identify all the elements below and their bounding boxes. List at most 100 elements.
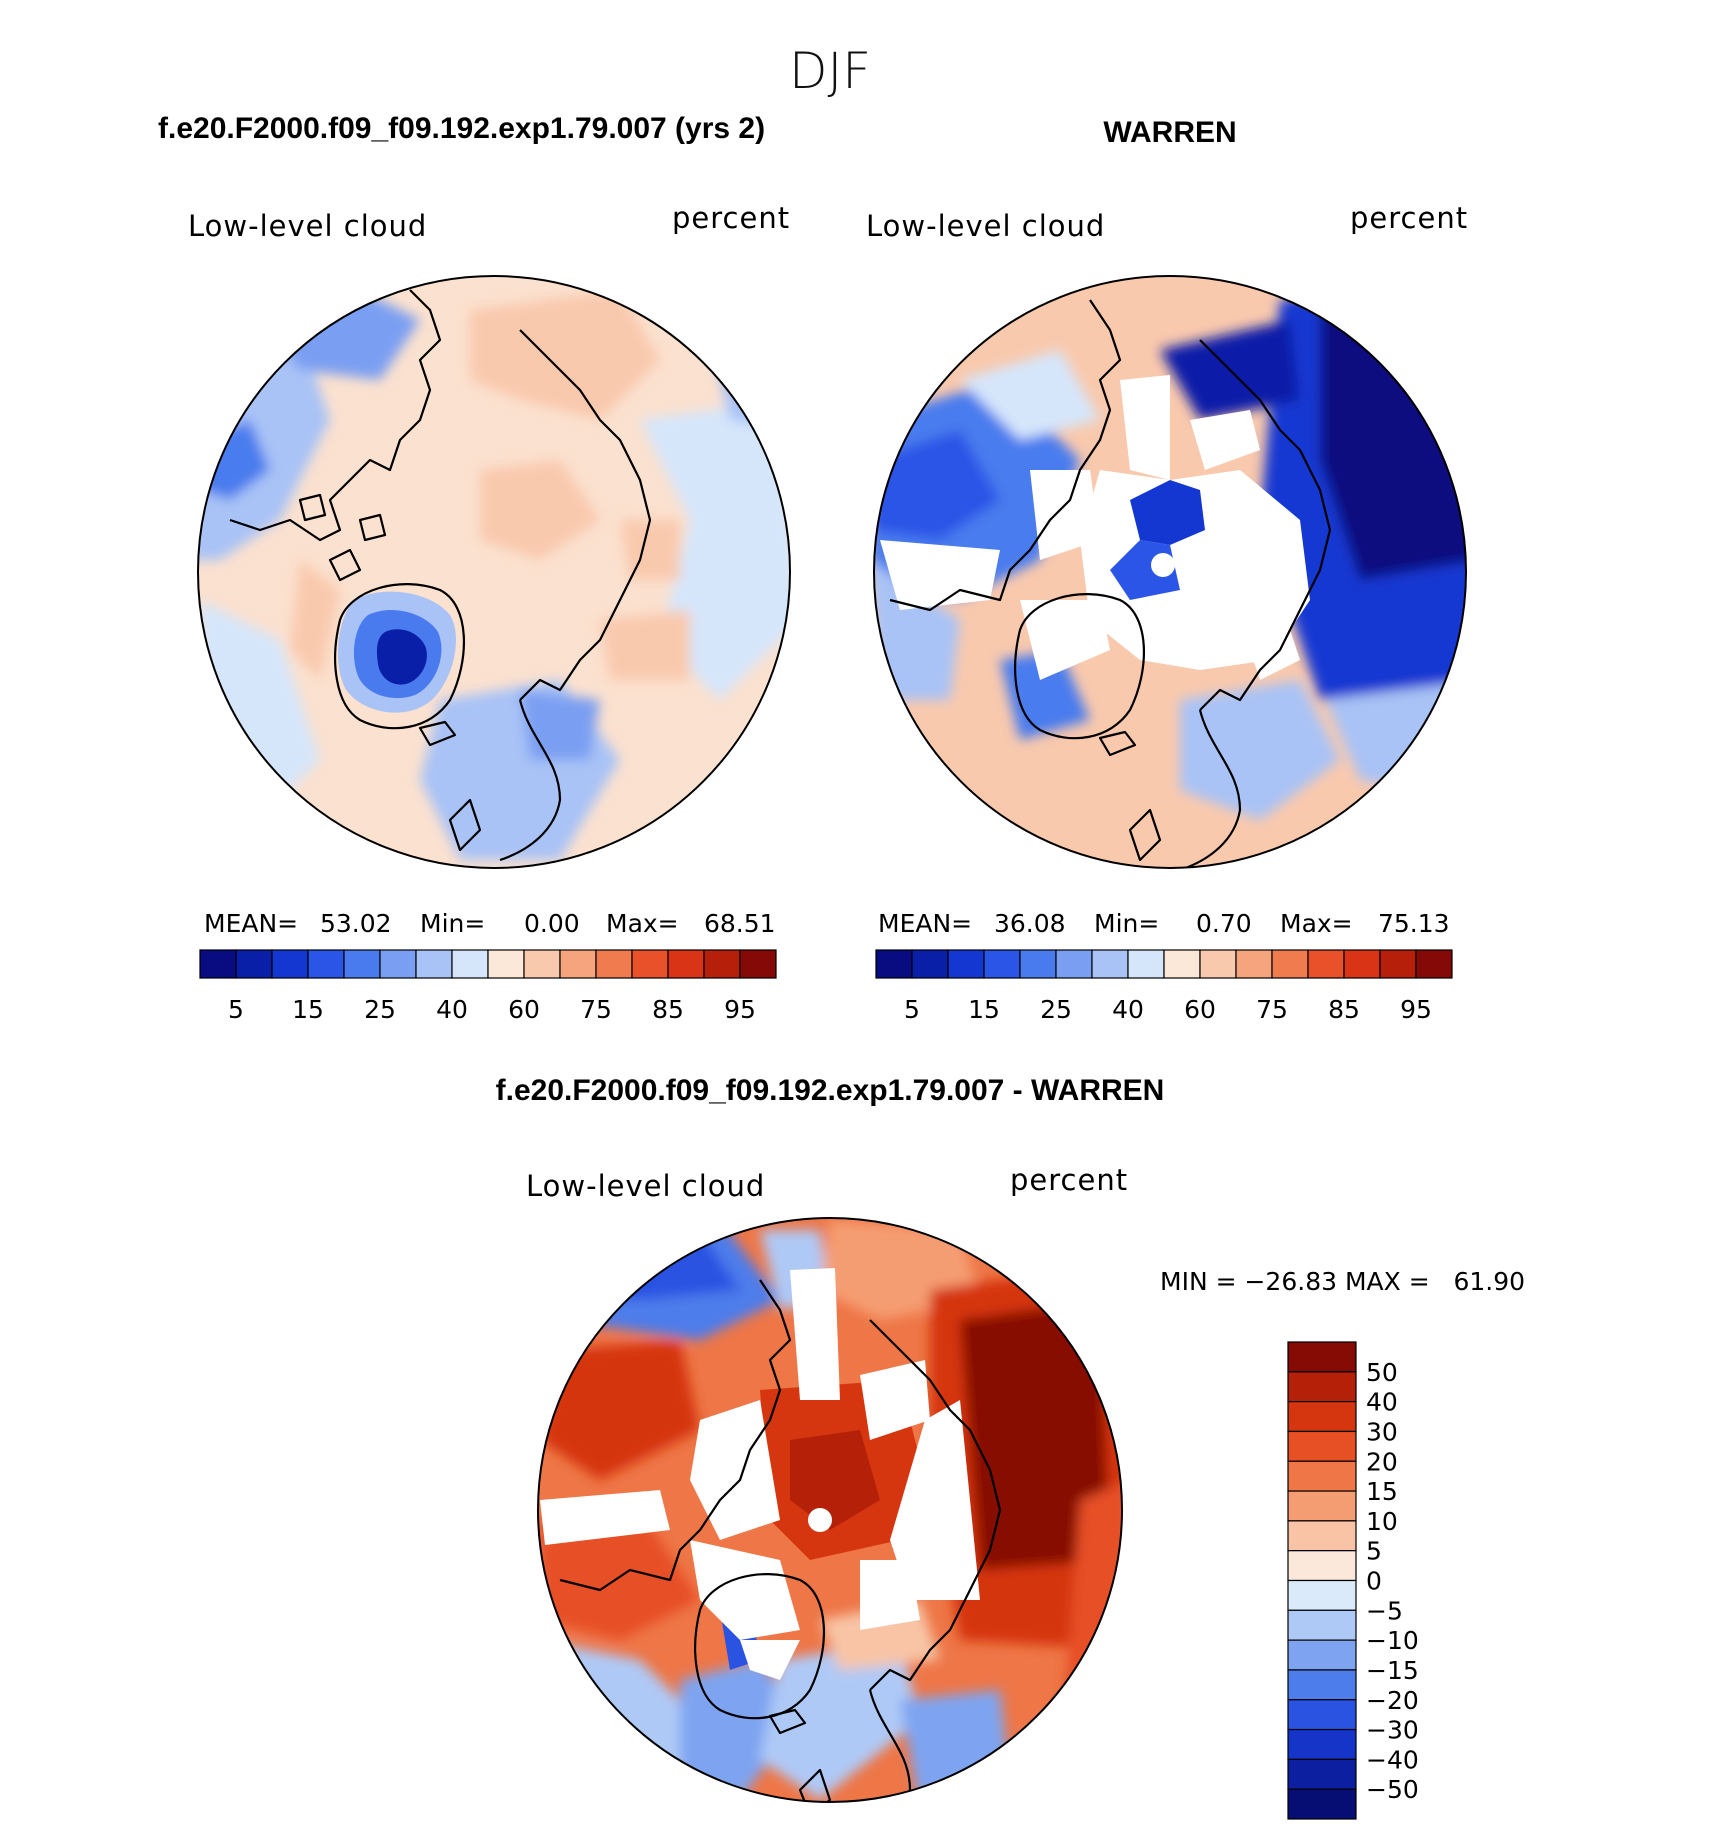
diff-colorbar-tick-label: −20 (1366, 1686, 1419, 1715)
panel-a-colorbar-swatch (415, 949, 453, 979)
diff-colorbar-tick-label: 40 (1366, 1388, 1398, 1417)
panel-a-colorbar-swatch (703, 949, 741, 979)
panel-a-coastlines (229, 289, 652, 862)
panel-b-min-value: 0.70 (1196, 909, 1252, 938)
panel-a-field-region (376, 629, 427, 685)
panel-a-colorbar-swatch (559, 949, 597, 979)
missing-wedge (1120, 375, 1170, 480)
panel-a-colorbar-swatch (199, 949, 237, 979)
diff-colorbar-tick-label: −40 (1366, 1745, 1419, 1774)
panel-b-mean-value: 36.08 (994, 909, 1066, 938)
panel-a-field-region (470, 290, 660, 420)
coastline-british-isles (798, 1768, 832, 1802)
missing-wedge (790, 1268, 840, 1400)
panel-b-colorbar-swatch (1163, 949, 1201, 979)
diff-variable-label: Low-level cloud (526, 1169, 765, 1203)
coastline-iceland (1098, 730, 1137, 757)
coastline-north-america (229, 289, 442, 542)
diff-colorbar-tick-label: 50 (1366, 1358, 1398, 1387)
diff-map (537, 1217, 1123, 1803)
panel-a-field-region (620, 520, 680, 580)
panel-b-field-region (1000, 650, 1090, 740)
panel-b-stats: MEAN= 36.08 Min= 0.70 Max= 75.13 (878, 909, 1450, 938)
panel-a-units-label: percent (672, 201, 790, 235)
coastline-arctic-islands (298, 493, 387, 582)
coastline-iceland (418, 720, 457, 747)
diff-min-max-stats: MIN = −26.83 MAX = 61.90 (1160, 1267, 1525, 1296)
diff-colorbar-tick-label: −30 (1366, 1716, 1419, 1745)
diff-colorbar-swatch (1287, 1371, 1357, 1403)
diff-missing-data (540, 1268, 980, 1680)
diff-colorbar-tick-label: −5 (1366, 1596, 1403, 1625)
panel-a-colorbar-swatch (739, 949, 777, 979)
panel-b-colorbar-swatch (983, 949, 1021, 979)
diff-field-region (900, 1690, 1010, 1802)
coastline-greenland (1014, 593, 1145, 740)
panel-a-colorbar-swatch (595, 949, 633, 979)
diff-map-border (537, 1217, 1123, 1803)
diff-colorbar-swatch (1287, 1609, 1357, 1641)
diff-colorbar-swatch (1287, 1728, 1357, 1760)
panel-b-colorbar-swatch (875, 949, 913, 979)
panel-b-field-region (1180, 680, 1340, 820)
panel-a-colorbar-swatch (667, 949, 705, 979)
panel-a-max-value: 68.51 (704, 909, 776, 938)
diff-colorbar-swatch (1287, 1341, 1357, 1373)
diff-colorbar-tick-label: −10 (1366, 1626, 1419, 1655)
panel-b-field-region (960, 350, 1100, 440)
diff-colorbar-swatch (1287, 1401, 1357, 1433)
panel-a-map-border (197, 275, 791, 869)
diff-field-region (560, 1230, 740, 1300)
panel-b-colorbar-swatch (1271, 949, 1309, 979)
coastline-north-america (889, 299, 1122, 612)
panel-a-colorbar-tick-label: 40 (436, 995, 468, 1024)
diff-colorbar-swatch (1287, 1579, 1357, 1611)
diff-field-region (540, 1510, 700, 1640)
panel-b-colorbar: 5 15 25 40 60 75 85 95 (875, 949, 1453, 1024)
panel-a-stats: MEAN= 53.02 Min= 0.00 Max= 68.51 (204, 909, 776, 938)
coastline-north-america (559, 1279, 792, 1592)
panel-b-colorbar-swatch (947, 949, 985, 979)
panel-a-title: f.e20.F2000.f09_f09.192.exp1.79.007 (yrs… (158, 112, 765, 145)
diff-colorbar-tick-label: −15 (1366, 1656, 1419, 1685)
panel-b-colorbar-swatch (1379, 949, 1417, 979)
diff-colorbar-swatch (1287, 1758, 1357, 1790)
diff-colorbar-swatch (1287, 1460, 1357, 1492)
panel-b-inner-ring (1110, 480, 1205, 600)
panel-b-mean-label: MEAN= (878, 909, 972, 938)
panel-a-colorbar-swatch (523, 949, 561, 979)
panel-a-variable-label: Low-level cloud (188, 209, 427, 243)
panel-b-max-value: 75.13 (1378, 909, 1450, 938)
inner-ring-sector (1130, 480, 1205, 545)
coastline-scandinavia (499, 699, 562, 862)
panel-b-colorbar-swatch (1199, 949, 1237, 979)
diff-colorbar-swatch (1287, 1639, 1357, 1671)
panel-a-min-value: 0.00 (524, 909, 580, 938)
panel-a-max-label: Max= (606, 909, 679, 938)
missing-wedge (1240, 600, 1300, 680)
panel-a-colorbar-swatch (307, 949, 345, 979)
diff-field-region (540, 1340, 700, 1480)
panel-a-colorbar: 5 15 25 40 60 75 85 95 (199, 949, 777, 1024)
panel-b-colorbar-tick-label: 75 (1256, 995, 1288, 1024)
panel-b-colorbar-tick-label: 40 (1112, 995, 1144, 1024)
panel-a-field-region (290, 560, 340, 680)
panel-b-colorbar-swatch (1091, 949, 1129, 979)
diff-colorbar-tick-label: 5 (1366, 1537, 1382, 1566)
panel-b-colorbar-swatch (1235, 949, 1273, 979)
coastline-eurasia (1199, 339, 1332, 711)
panel-a-min-label: Min= (420, 909, 485, 938)
diff-colorbar-tick-label: 20 (1366, 1447, 1398, 1476)
diff-colorbar-swatch (1287, 1490, 1357, 1522)
missing-wedge (740, 1640, 800, 1680)
panel-a-field-region (520, 690, 600, 760)
panel-b-colorbar-tick-label: 25 (1040, 995, 1072, 1024)
panel-a-colorbar-swatch (631, 949, 669, 979)
missing-wedge (1190, 410, 1260, 470)
coastline-eurasia (869, 1319, 1002, 1691)
panel-b-colorbar-tick-label: 85 (1328, 995, 1360, 1024)
panel-a-colorbar-tick-label: 95 (724, 995, 756, 1024)
coastline-british-isles (1128, 808, 1162, 862)
